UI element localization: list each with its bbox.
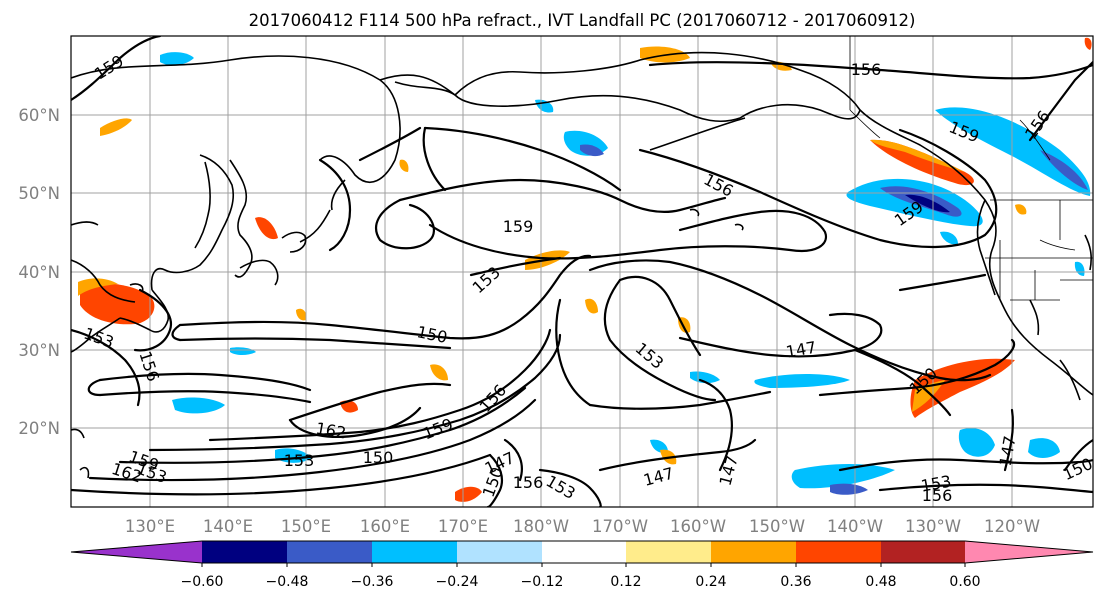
lat-label: 20°N	[18, 419, 60, 438]
colorbar-tick-label: 0.12	[610, 574, 641, 590]
lon-label: 140°E	[203, 517, 253, 536]
colorbar-tick-label: 0.36	[780, 574, 811, 590]
lon-label: 160°E	[360, 517, 410, 536]
colorbar-tick-label: 0.48	[865, 574, 896, 590]
lon-label: 180°W	[513, 517, 569, 536]
colorbar-segment	[202, 541, 287, 563]
latitude-labels: 60°N 50°N 40°N 30°N 20°N	[18, 106, 60, 438]
political-borders	[849, 36, 1093, 301]
lon-label: 120°W	[984, 517, 1040, 536]
colorbar-segment	[287, 541, 372, 563]
colorbar-tick-label: −0.24	[436, 574, 479, 590]
contour-label: 156	[513, 473, 544, 492]
coastlines	[71, 51, 1093, 479]
colorbar-segment	[711, 541, 796, 563]
ivt-shading	[78, 37, 1092, 502]
contour-label: 150	[363, 448, 394, 467]
map-area: 159 156 159 156 156 159 159 153 153 156 …	[71, 36, 1093, 507]
lon-label: 170°E	[438, 517, 488, 536]
lon-label: 140°W	[827, 517, 883, 536]
colorbar-tick-label: −0.36	[351, 574, 394, 590]
contour-label: 156	[851, 60, 882, 79]
map-title: 2017060412 F114 500 hPa refract., IVT La…	[249, 11, 916, 30]
lat-label: 30°N	[18, 341, 60, 360]
contour-label: 153	[284, 451, 315, 470]
lat-label: 60°N	[18, 106, 60, 125]
lon-label: 130°W	[905, 517, 961, 536]
contour-label: 159	[503, 217, 534, 236]
colorbar: −0.60 −0.48 −0.36 −0.24 −0.12 0.12 0.24 …	[70, 540, 1094, 590]
colorbar-segment-high-extend	[965, 541, 1093, 563]
colorbar-segment	[626, 541, 711, 563]
lon-label: 150°E	[281, 517, 331, 536]
colorbar-tick-label: −0.12	[521, 574, 564, 590]
lon-label: 150°W	[749, 517, 805, 536]
refractivity-contours	[71, 36, 1093, 507]
colorbar-segment	[881, 541, 965, 563]
map-frame	[70, 35, 1094, 508]
graticule	[71, 36, 1093, 507]
lat-label: 50°N	[18, 184, 60, 203]
lon-label: 130°E	[125, 517, 175, 536]
colorbar-segment	[457, 541, 542, 563]
lon-label: 160°W	[670, 517, 726, 536]
colorbar-segment	[542, 541, 626, 563]
colorbar-segment-low-extend	[71, 541, 202, 563]
colorbar-segment	[372, 541, 457, 563]
colorbar-segment	[796, 541, 881, 563]
colorbar-tick-label: 0.60	[949, 574, 980, 590]
colorbar-tick-label: −0.60	[181, 574, 224, 590]
colorbar-tick-label: 0.24	[695, 574, 726, 590]
colorbar-tick-label: −0.48	[266, 574, 309, 590]
longitude-labels: 130°E 140°E 150°E 160°E 170°E 180°W 170°…	[125, 517, 1040, 536]
contour-label: 156	[922, 486, 953, 505]
lon-label: 170°W	[592, 517, 648, 536]
lat-label: 40°N	[18, 263, 60, 282]
